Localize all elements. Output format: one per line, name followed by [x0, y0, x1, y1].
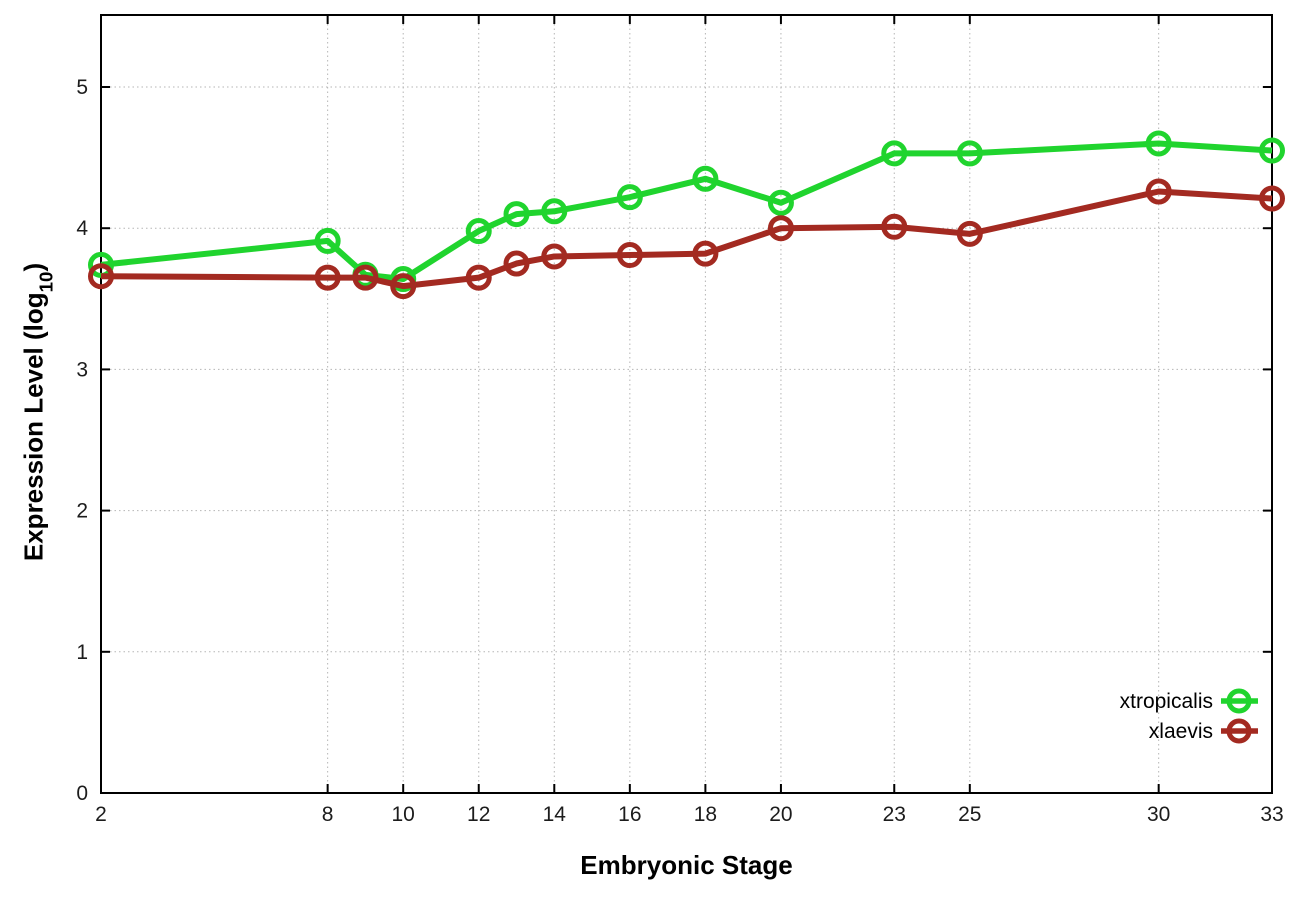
series-xlaevis-point-stage-13 [503, 250, 530, 277]
series-xlaevis-point-stage-18 [692, 240, 719, 267]
y-axis-label-text: Expression Level (log [18, 292, 49, 562]
series-xlaevis-point-stage-14 [541, 243, 568, 270]
plot-border [100, 14, 1273, 794]
y-tick-label-1: 1 [76, 641, 88, 664]
x-tick-label-16: 16 [618, 803, 641, 826]
y-tick-label-2: 2 [76, 500, 88, 523]
series-xlaevis-point-stage-25 [956, 220, 983, 247]
x-axis-label: Embryonic Stage [580, 850, 793, 880]
series-xtropicalis-point-stage-33 [1259, 137, 1285, 164]
x-tick-label-20: 20 [769, 803, 792, 826]
y-tick-label-0: 0 [76, 782, 88, 805]
y-axis-label: Expression Level (log10) [18, 263, 56, 562]
series-xtropicalis-point-stage-14 [541, 198, 568, 225]
series-xtropicalis-point-stage-2 [88, 251, 114, 278]
x-tick-label-14: 14 [543, 803, 567, 826]
series-xtropicalis-point-stage-12 [465, 218, 492, 245]
series-xlaevis-point-stage-8 [314, 264, 341, 291]
legend-sample-marker-xtropicalis [1226, 688, 1252, 714]
series-xtropicalis-point-stage-13 [503, 201, 530, 228]
series-xlaevis-point-stage-16 [616, 242, 643, 269]
series-xlaevis-point-stage-30 [1145, 178, 1172, 205]
series-xlaevis-point-stage-10 [390, 273, 417, 300]
x-tick-label-30: 30 [1147, 803, 1170, 826]
series-xtropicalis-point-stage-30 [1145, 130, 1172, 157]
y-tick-label-5: 5 [76, 76, 88, 99]
series-xtropicalis-point-stage-16 [616, 184, 643, 211]
legend-label-xlaevis: xlaevis [1149, 720, 1213, 743]
x-tick-label-33: 33 [1260, 803, 1283, 826]
y-tick-label-4: 4 [76, 217, 88, 240]
x-tick-label-12: 12 [467, 803, 490, 826]
y-axis-label-subscript: 10 [35, 271, 57, 293]
series-xlaevis-point-stage-9 [352, 264, 379, 291]
x-tick-label-18: 18 [694, 803, 717, 826]
series-xtropicalis-point-stage-23 [881, 140, 908, 167]
x-tick-label-2: 2 [95, 803, 107, 826]
series-xlaevis-line [100, 188, 1273, 290]
legend-sample-marker-xlaevis [1226, 718, 1252, 744]
series-xtropicalis-line [100, 140, 1273, 283]
series-xtropicalis-point-stage-8 [314, 227, 341, 254]
x-tick-label-23: 23 [883, 803, 906, 826]
legend-label-xtropicalis: xtropicalis [1120, 690, 1213, 713]
y-tick-label-3: 3 [76, 358, 88, 381]
series-xlaevis-point-stage-33 [1259, 185, 1285, 212]
x-tick-label-8: 8 [322, 803, 334, 826]
series-xlaevis-point-stage-12 [465, 264, 492, 291]
series-xtropicalis-point-stage-25 [956, 140, 983, 167]
x-tick-label-25: 25 [958, 803, 981, 826]
series-xlaevis-point-stage-20 [767, 215, 794, 242]
series-xtropicalis-point-stage-20 [767, 189, 794, 216]
series-xtropicalis-point-stage-18 [692, 165, 719, 192]
series-xlaevis-point-stage-2 [88, 263, 114, 290]
series-xlaevis-point-stage-23 [881, 213, 908, 240]
x-tick-label-10: 10 [392, 803, 415, 826]
